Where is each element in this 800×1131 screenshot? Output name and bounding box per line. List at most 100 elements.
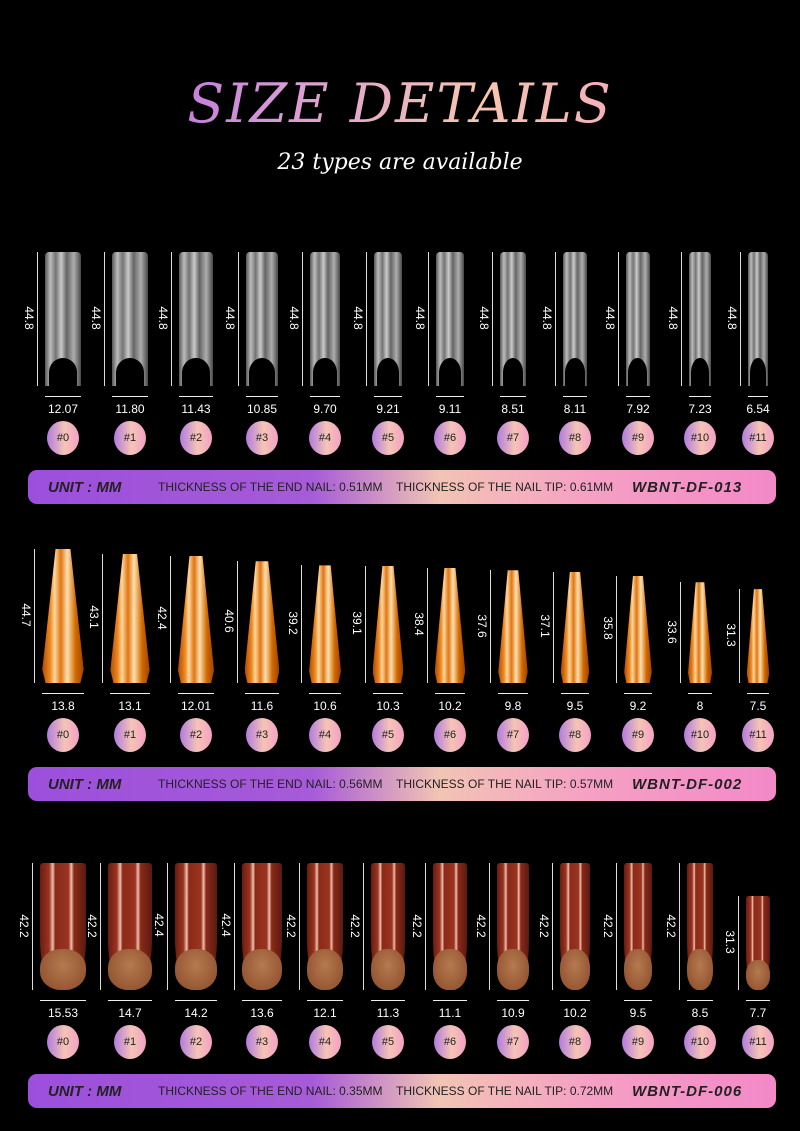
width-indicator-line bbox=[241, 1000, 283, 1001]
length-indicator-line bbox=[170, 251, 172, 386]
nail-tip-image bbox=[244, 561, 280, 683]
length-label: 42.2 bbox=[473, 914, 488, 938]
width-indicator-line bbox=[746, 693, 770, 694]
nail-tip-image bbox=[112, 251, 148, 389]
width-indicator-line bbox=[112, 396, 148, 397]
spec-banner: UNIT : MM THICKNESS OF THE END NAIL: 0.56… bbox=[28, 767, 776, 801]
nail-tip-image bbox=[178, 251, 214, 389]
nail-tip-image bbox=[245, 251, 279, 389]
width-label: 7.7 bbox=[749, 1006, 767, 1020]
width-label: 11.6 bbox=[250, 699, 274, 713]
size-badge: #10 bbox=[684, 1025, 716, 1059]
width-label: 10.9 bbox=[501, 1006, 525, 1020]
length-label: 42.2 bbox=[536, 914, 551, 938]
length-indicator-line bbox=[428, 251, 430, 386]
length-indicator-line bbox=[363, 863, 365, 990]
size-badge: #8 bbox=[559, 1025, 591, 1059]
size-badge: #8 bbox=[559, 718, 591, 752]
size-badge: #11 bbox=[742, 1025, 774, 1059]
size-badge: #8 bbox=[559, 421, 591, 455]
length-indicator-line bbox=[426, 567, 428, 683]
width-label: 11.1 bbox=[438, 1006, 462, 1020]
width-indicator-line bbox=[434, 693, 466, 694]
length-label: 44.8 bbox=[351, 306, 366, 330]
size-badge: #11 bbox=[742, 718, 774, 752]
length-label: 44.8 bbox=[222, 306, 237, 330]
length-indicator-line bbox=[99, 863, 101, 990]
width-label: 14.2 bbox=[184, 1006, 208, 1020]
width-indicator-line bbox=[687, 1000, 713, 1001]
length-indicator-line bbox=[680, 582, 681, 683]
size-badge: #1 bbox=[114, 1025, 146, 1059]
length-indicator-line bbox=[169, 555, 171, 683]
size-badge: #5 bbox=[372, 718, 404, 752]
length-indicator-line bbox=[618, 251, 620, 386]
nail-tip-image bbox=[174, 862, 218, 991]
width-label: 11.43 bbox=[181, 402, 211, 416]
width-indicator-line bbox=[624, 693, 652, 694]
spec-banner: UNIT : MM THICKNESS OF THE END NAIL: 0.51… bbox=[28, 470, 776, 504]
width-indicator-line bbox=[748, 396, 768, 397]
nail-tip-image bbox=[241, 862, 283, 991]
length-label: 42.2 bbox=[16, 914, 31, 938]
product-code: WBNT-DF-013 bbox=[632, 478, 743, 496]
width-indicator-line bbox=[174, 1000, 218, 1001]
length-indicator-line bbox=[36, 251, 38, 386]
nail-tip-image bbox=[309, 565, 341, 683]
width-indicator-line bbox=[39, 1000, 87, 1001]
length-label: 44.8 bbox=[21, 306, 36, 330]
width-indicator-line bbox=[306, 1000, 344, 1001]
nail-tip-image bbox=[687, 863, 713, 990]
length-indicator-line bbox=[425, 863, 427, 990]
size-badge: #11 bbox=[742, 421, 774, 455]
size-badge: #4 bbox=[309, 718, 341, 752]
width-indicator-line bbox=[626, 396, 650, 397]
unit-label: UNIT : MM bbox=[48, 775, 122, 793]
product-code: WBNT-DF-002 bbox=[632, 775, 743, 793]
size-badge: #3 bbox=[246, 421, 278, 455]
width-indicator-line bbox=[500, 396, 526, 397]
length-label: 42.2 bbox=[283, 914, 298, 938]
width-indicator-line bbox=[562, 396, 588, 397]
width-label: 7.5 bbox=[749, 699, 767, 713]
nail-tip-image bbox=[372, 565, 404, 683]
size-badge: #1 bbox=[114, 421, 146, 455]
width-indicator-line bbox=[244, 693, 280, 694]
spec-banner: UNIT : MM THICKNESS OF THE END NAIL: 0.35… bbox=[28, 1074, 776, 1108]
width-label: 13.6 bbox=[250, 1006, 274, 1020]
size-badge: #5 bbox=[372, 421, 404, 455]
length-label: 44.8 bbox=[666, 306, 681, 330]
length-label: 44.8 bbox=[603, 306, 618, 330]
length-label: 39.1 bbox=[349, 611, 364, 636]
nail-tip-image bbox=[306, 863, 344, 990]
size-badge: #9 bbox=[622, 421, 654, 455]
length-label: 44.8 bbox=[413, 306, 428, 330]
length-indicator-line bbox=[298, 863, 300, 990]
width-label: 14.7 bbox=[118, 1006, 142, 1020]
length-indicator-line bbox=[551, 863, 553, 990]
nail-tip-image bbox=[498, 570, 528, 683]
length-label: 42.4 bbox=[218, 913, 233, 938]
length-indicator-line bbox=[552, 571, 554, 683]
size-badge: #7 bbox=[497, 718, 529, 752]
length-indicator-line bbox=[554, 251, 556, 386]
nail-tip-image bbox=[562, 251, 588, 389]
length-indicator-line bbox=[364, 565, 366, 683]
width-label: 10.3 bbox=[376, 699, 400, 713]
width-indicator-line bbox=[309, 693, 341, 694]
length-indicator-line bbox=[237, 251, 239, 386]
length-indicator-line bbox=[302, 251, 304, 386]
length-indicator-line bbox=[740, 251, 742, 386]
end-thickness-label: THICKNESS OF THE END NAIL: 0.35MM bbox=[158, 1084, 383, 1098]
length-label: 42.2 bbox=[84, 914, 99, 938]
end-thickness-label: THICKNESS OF THE END NAIL: 0.51MM bbox=[158, 480, 383, 494]
nail-tip-image bbox=[746, 589, 770, 683]
length-indicator-line bbox=[236, 561, 238, 683]
length-label: 37.1 bbox=[537, 614, 552, 639]
width-label: 8 bbox=[696, 699, 704, 713]
length-label: 31.3 bbox=[723, 930, 738, 954]
product-code: WBNT-DF-006 bbox=[632, 1082, 743, 1100]
nail-tip-image bbox=[42, 548, 84, 683]
size-badge: #9 bbox=[622, 718, 654, 752]
length-label: 35.8 bbox=[601, 616, 616, 640]
